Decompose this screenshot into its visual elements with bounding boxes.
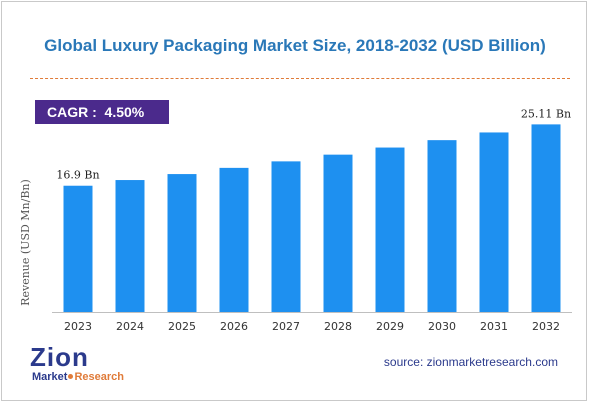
logo-wordmark: Zion bbox=[30, 342, 89, 372]
bar-2031 bbox=[479, 132, 509, 312]
data-labels: 16.9 Bn 25.11 Bn bbox=[56, 107, 571, 181]
data-label-2023: 16.9 Bn bbox=[56, 169, 99, 182]
bar-2024 bbox=[115, 180, 145, 312]
x-tick-label-2026: 2026 bbox=[220, 320, 248, 333]
cagr-badge: CAGR : 4.50% bbox=[35, 100, 169, 124]
bar-2023 bbox=[63, 185, 93, 312]
data-label-2032: 25.11 Bn bbox=[521, 107, 571, 120]
bar-2029 bbox=[375, 147, 405, 312]
zion-logo: Zion Market Research bbox=[30, 342, 130, 396]
x-tick-label-2023: 2023 bbox=[64, 320, 92, 333]
x-tick-label-2031: 2031 bbox=[480, 320, 508, 333]
logo-dot-icon bbox=[68, 374, 74, 379]
x-tick-label-2032: 2032 bbox=[532, 320, 560, 333]
logo-tagline-left: Market bbox=[32, 371, 68, 383]
bar-2027 bbox=[271, 161, 301, 312]
bar-2028 bbox=[323, 154, 353, 312]
logo-tagline: Market Research bbox=[32, 371, 124, 383]
x-tick-label-2030: 2030 bbox=[428, 320, 456, 333]
bar-2032 bbox=[531, 124, 561, 313]
x-tick-label-2025: 2025 bbox=[168, 320, 196, 333]
source-text: source: zionmarketresearch.com bbox=[383, 355, 558, 369]
bars bbox=[63, 124, 561, 313]
chart-title: Global Luxury Packaging Market Size, 201… bbox=[44, 36, 546, 55]
x-tick-label-2029: 2029 bbox=[376, 320, 404, 333]
x-tick-labels: 2023 2024 2025 2026 2027 2028 2029 2030 2031 2032 bbox=[64, 320, 560, 333]
x-tick-label-2024: 2024 bbox=[116, 320, 144, 333]
x-tick-label-2028: 2028 bbox=[324, 320, 352, 333]
title-divider bbox=[30, 78, 570, 79]
x-tick-label-2027: 2027 bbox=[272, 320, 300, 333]
bar-2030 bbox=[427, 140, 457, 312]
logo-tagline-right: Research bbox=[74, 371, 125, 383]
bar-2025 bbox=[167, 174, 197, 312]
bar-2026 bbox=[219, 167, 249, 312]
